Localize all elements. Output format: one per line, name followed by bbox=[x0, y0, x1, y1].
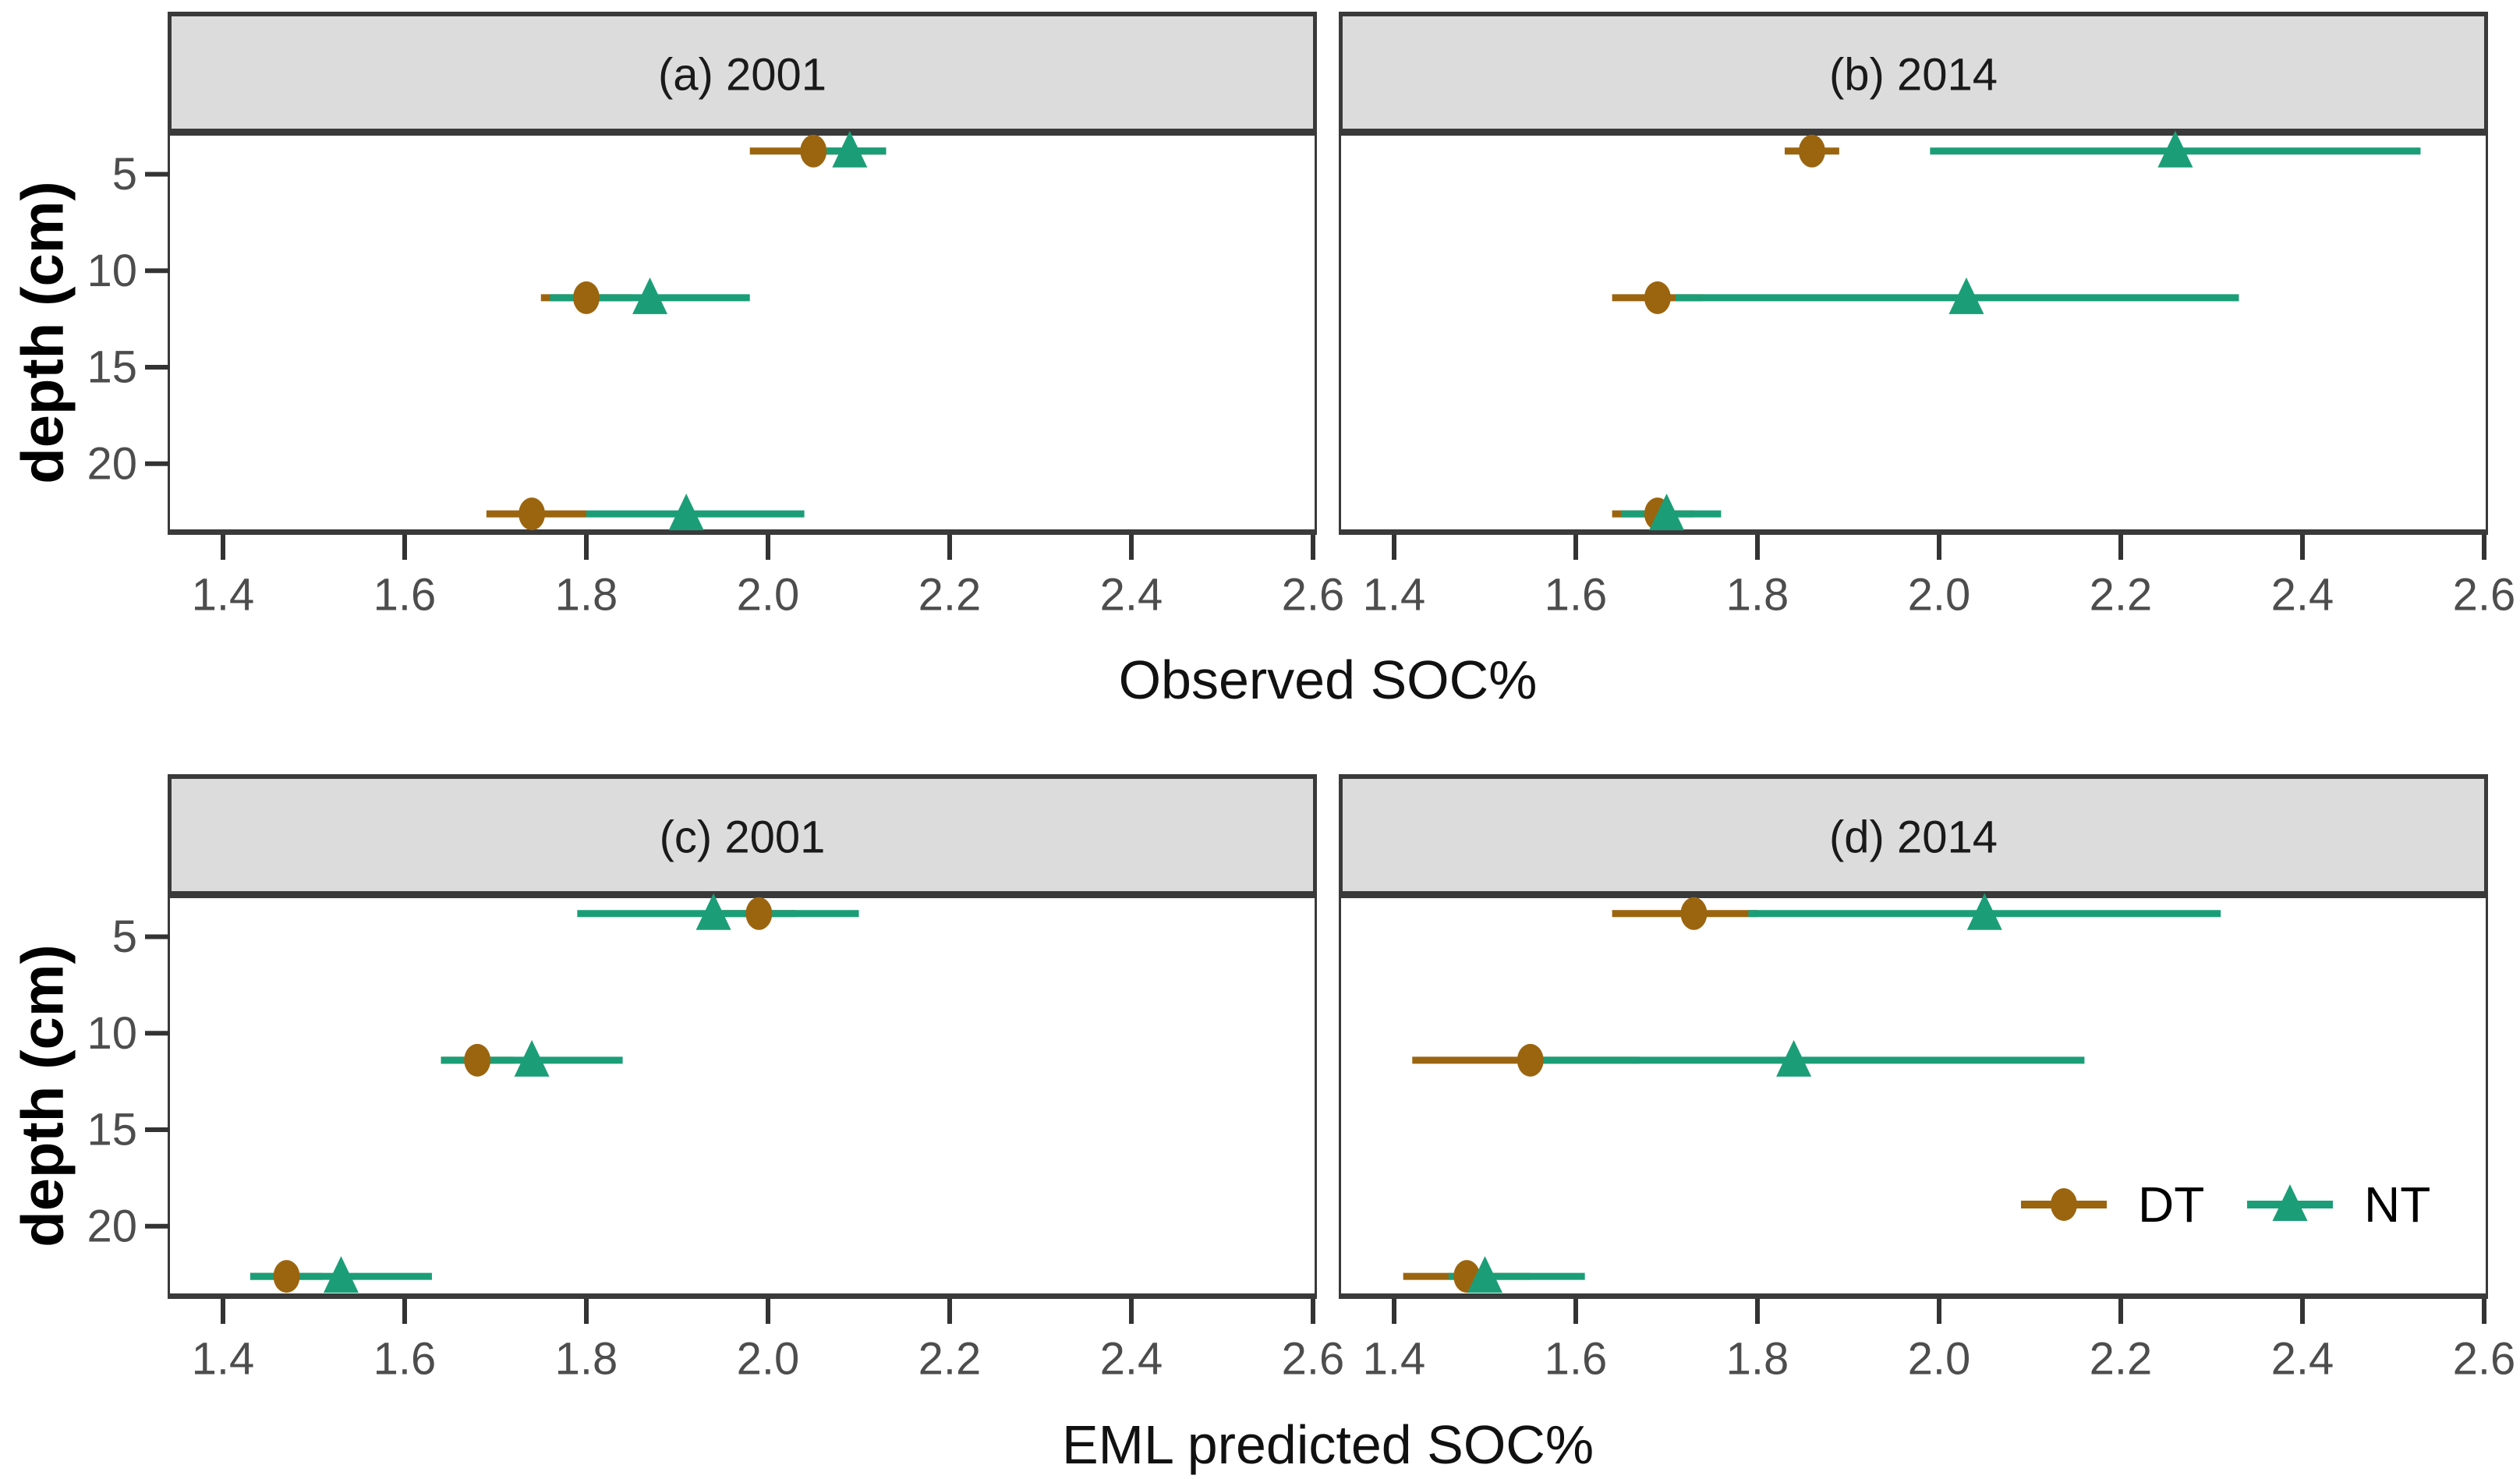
x-tick-label: 2.6 bbox=[2453, 1334, 2516, 1385]
x-tick-label: 2.0 bbox=[1908, 1334, 1971, 1385]
y-axis-title-bottom: depth (cm) bbox=[10, 944, 76, 1247]
y-tick-label: 15 bbox=[87, 342, 137, 393]
dt-point bbox=[1644, 281, 1671, 314]
x-tick-label: 2.2 bbox=[2090, 570, 2153, 621]
nt-point bbox=[668, 494, 704, 531]
x-tick-label: 2.4 bbox=[1100, 570, 1163, 621]
panel-b: (b) 2014 1.4 1.6 1.8 2.0 2.2 2.4 2.6 bbox=[1339, 12, 2515, 621]
dt-point bbox=[1798, 134, 1825, 168]
x-tick-label: 1.4 bbox=[192, 570, 255, 621]
dt-point bbox=[745, 897, 773, 930]
x-tick-label: 2.2 bbox=[2090, 1334, 2153, 1385]
x-tick-label: 2.4 bbox=[2271, 570, 2334, 621]
x-tick-label: 2.4 bbox=[2271, 1334, 2334, 1385]
strip-label-d: (d) 2014 bbox=[1829, 812, 1998, 863]
x-axis-title-top: Observed SOC% bbox=[1119, 649, 1538, 710]
panel-a: (a) 2001 1.4 1.6 1.8 2.0 2.2 2.4 2.6 5 10 15 20 bbox=[87, 12, 1344, 621]
legend-nt-triangle-icon bbox=[2272, 1184, 2308, 1221]
legend-label-nt: NT bbox=[2364, 1176, 2430, 1233]
strip-label-b: (b) 2014 bbox=[1829, 50, 1998, 101]
x-tick-label: 1.8 bbox=[555, 570, 618, 621]
dt-point bbox=[573, 281, 600, 314]
panel-area-b bbox=[1341, 136, 2486, 529]
x-tick-label: 2.4 bbox=[1100, 1334, 1163, 1385]
y-tick-label: 20 bbox=[87, 438, 137, 489]
x-tick-label: 2.2 bbox=[918, 1334, 982, 1385]
x-tick-label: 2.6 bbox=[1282, 570, 1345, 621]
x-tick-label: 1.4 bbox=[1363, 1334, 1426, 1385]
dt-point bbox=[800, 134, 827, 168]
nt-point bbox=[695, 893, 731, 930]
x-tick-label: 2.6 bbox=[1282, 1334, 1345, 1385]
dt-point bbox=[464, 1043, 491, 1077]
legend-dt-circle-icon bbox=[2051, 1188, 2077, 1221]
strip-label-c: (c) 2001 bbox=[660, 812, 826, 863]
x-tick-label: 2.2 bbox=[918, 570, 982, 621]
nt-point bbox=[832, 130, 868, 168]
x-axis-line-d bbox=[1339, 1293, 2488, 1299]
x-axis-line-c bbox=[168, 1293, 1317, 1299]
y-tick-label: 5 bbox=[112, 911, 137, 962]
strip-d bbox=[1343, 779, 2484, 891]
x-tick-label: 1.6 bbox=[373, 570, 437, 621]
y-tick-label: 15 bbox=[87, 1105, 137, 1155]
strip-label-a: (a) 2001 bbox=[658, 50, 826, 101]
x-tick-label: 2.0 bbox=[1908, 570, 1971, 621]
dt-point bbox=[519, 497, 546, 531]
x-tick-label: 1.6 bbox=[1545, 570, 1608, 621]
nt-point bbox=[514, 1039, 550, 1077]
x-tick-label: 1.6 bbox=[373, 1334, 437, 1385]
nt-point bbox=[1776, 1039, 1812, 1077]
x-tick-label: 2.0 bbox=[737, 1334, 800, 1385]
legend: DT NT bbox=[2021, 1176, 2430, 1233]
panel-area-d bbox=[1341, 898, 2486, 1293]
panel-c: (c) 2001 1.4 1.6 1.8 2.0 2.2 2.4 2.6 5 10 15 20 bbox=[87, 774, 1344, 1385]
nt-point bbox=[323, 1256, 359, 1293]
nt-point bbox=[2157, 130, 2193, 168]
x-tick-label: 1.4 bbox=[1363, 570, 1426, 621]
strip-a bbox=[172, 16, 1313, 129]
y-axis-title-top: depth (cm) bbox=[10, 181, 76, 483]
nt-point bbox=[1649, 494, 1684, 531]
y-tick-label: 20 bbox=[87, 1201, 137, 1251]
dt-point bbox=[1517, 1043, 1544, 1077]
x-tick-label: 1.8 bbox=[1726, 570, 1789, 621]
nt-point bbox=[1948, 277, 1984, 314]
x-axis-title-bottom: EML predicted SOC% bbox=[1062, 1414, 1594, 1475]
nt-point bbox=[1467, 1256, 1502, 1293]
x-axis-line-a bbox=[168, 529, 1317, 535]
x-tick-label: 1.8 bbox=[555, 1334, 618, 1385]
y-tick-label: 5 bbox=[112, 149, 137, 200]
x-tick-label: 1.6 bbox=[1545, 1334, 1608, 1385]
nt-point bbox=[1966, 893, 2002, 930]
dt-point bbox=[273, 1260, 300, 1293]
y-tick-label: 10 bbox=[87, 246, 137, 296]
dt-point bbox=[1680, 897, 1708, 930]
x-tick-label: 1.4 bbox=[192, 1334, 255, 1385]
y-tick-label: 10 bbox=[87, 1008, 137, 1059]
panel-area-c bbox=[170, 898, 1315, 1293]
x-tick-label: 1.8 bbox=[1726, 1334, 1789, 1385]
x-tick-label: 2.6 bbox=[2453, 570, 2516, 621]
legend-label-dt: DT bbox=[2138, 1176, 2204, 1233]
panel-d: (d) 2014 1.4 1.6 1.8 2.0 2.2 2.4 2.6 bbox=[1339, 774, 2515, 1385]
x-tick-label: 2.0 bbox=[737, 570, 800, 621]
strip-c bbox=[172, 779, 1313, 891]
strip-b bbox=[1343, 16, 2484, 129]
panel-area-a bbox=[170, 136, 1315, 529]
x-axis-line-b bbox=[1339, 529, 2488, 535]
nt-point bbox=[632, 277, 668, 314]
